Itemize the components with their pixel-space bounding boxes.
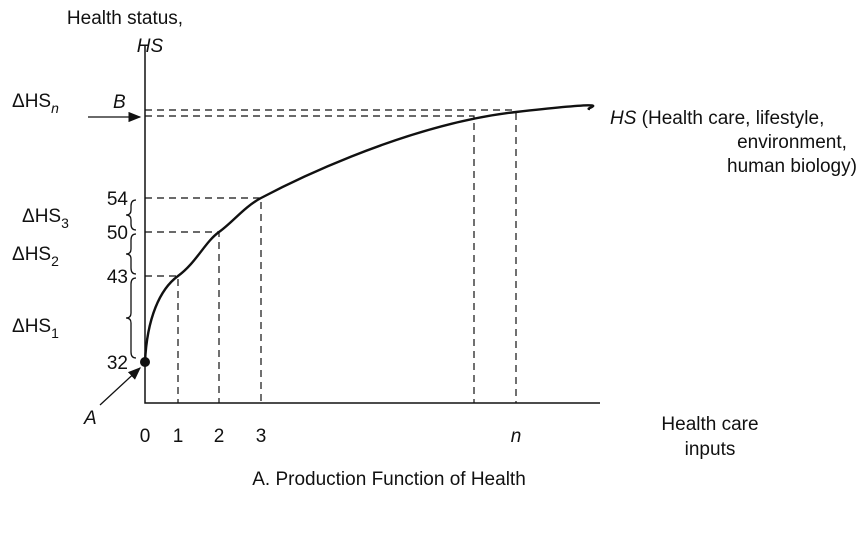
y-title: Health status, [67,8,183,29]
y-symbol: HS [137,36,164,57]
guides [145,109,517,403]
x-tick: 1 [173,426,184,447]
increment: ΔHS1 [12,316,59,341]
x-tick: 3 [256,426,267,447]
y-tick: 32 [107,353,128,374]
y-tick: 50 [107,223,128,244]
x-tick: 2 [214,426,225,447]
axes [144,45,600,404]
x-title: inputs [685,439,736,460]
brace [125,277,137,359]
production-curve [143,104,595,363]
arrow-a [99,367,141,406]
x-tick: n [511,426,522,447]
y-tick: 43 [107,267,128,288]
curve-label: environment, [737,132,847,153]
point-a [140,357,150,367]
increment: ΔHS2 [12,244,59,269]
x-tick: 0 [140,426,151,447]
brace [125,233,137,275]
point-label: A [83,408,97,429]
curve-label: human biology) [727,156,857,177]
braces [125,199,137,359]
increment: ΔHS3 [22,206,69,231]
increment: ΔHSn [12,91,59,116]
curve-label: HS (Health care, lifestyle, [610,108,824,129]
y-tick: 54 [107,189,129,210]
x-title: Health care [661,414,758,435]
caption: A. Production Function of Health [252,469,526,490]
brace [125,199,137,231]
point-label: B [113,92,126,113]
